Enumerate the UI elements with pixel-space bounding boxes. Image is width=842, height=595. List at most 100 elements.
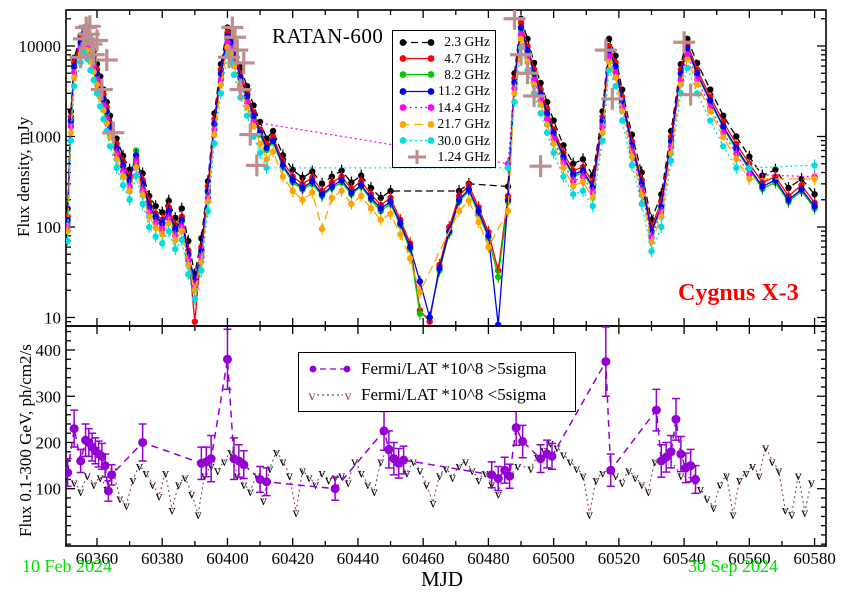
svg-text:v: v <box>749 460 756 475</box>
svg-text:60460: 60460 <box>402 549 445 568</box>
svg-text:v: v <box>756 469 763 484</box>
svg-text:v: v <box>309 389 316 404</box>
svg-text:v: v <box>482 467 489 482</box>
svg-text:60540: 60540 <box>663 549 706 568</box>
svg-text:v: v <box>769 455 776 470</box>
svg-text:v: v <box>195 508 202 523</box>
svg-text:v: v <box>182 471 189 486</box>
svg-text:v: v <box>560 448 567 463</box>
cross-marker-sample <box>408 149 426 164</box>
svg-text:v: v <box>142 467 149 482</box>
svg-text:v: v <box>788 508 795 523</box>
svg-text:v: v <box>716 478 723 493</box>
svg-text:v: v <box>116 492 123 507</box>
radio-series-group <box>66 15 818 326</box>
svg-text:60420: 60420 <box>271 549 314 568</box>
series-30.0GHz <box>66 44 818 306</box>
source-name-annotation: Cygnus X-3 <box>678 280 799 306</box>
svg-text:v: v <box>736 473 743 488</box>
svg-text:v: v <box>299 464 306 479</box>
svg-text:100: 100 <box>36 218 62 237</box>
svg-text:v: v <box>325 473 332 488</box>
svg-text:v: v <box>456 460 463 475</box>
svg-text:v: v <box>338 469 345 484</box>
svg-text:v: v <box>247 485 254 500</box>
legend-item-label: 1.24 GHz <box>437 148 491 164</box>
svg-text:60560: 60560 <box>728 549 771 568</box>
svg-text:1000: 1000 <box>27 128 61 147</box>
fermi-legend: Fermi/LAT *10^8 >5sigma v v Fermi/LAT *10^8… <box>298 352 576 412</box>
svg-text:100: 100 <box>36 480 62 499</box>
svg-text:v: v <box>625 464 632 479</box>
svg-text:v: v <box>175 478 182 493</box>
svg-text:v: v <box>449 471 456 486</box>
svg-text:v: v <box>345 389 352 404</box>
svg-text:v: v <box>410 455 417 470</box>
circle-marker-sample <box>309 365 351 373</box>
legend-item: 21.7 GHz <box>397 116 490 132</box>
svg-text:v: v <box>775 464 782 479</box>
svg-text:v: v <box>136 460 143 475</box>
series-1.24GHz-crosses <box>69 10 702 178</box>
svg-text:v: v <box>443 462 450 477</box>
svg-text:v: v <box>286 469 293 484</box>
svg-text:v: v <box>306 471 313 486</box>
legend-item: 30.0 GHz <box>397 132 490 148</box>
svg-text:10000: 10000 <box>19 37 62 56</box>
svg-text:v: v <box>495 487 502 502</box>
svg-text:v: v <box>593 473 600 488</box>
x-ticks <box>96 10 816 546</box>
svg-text:v: v <box>801 506 808 521</box>
legend-item-label: Fermi/LAT *10^8 >5sigma <box>361 359 547 378</box>
legend-item: 4.7 GHz <box>397 50 490 66</box>
svg-text:60500: 60500 <box>532 549 575 568</box>
svg-text:v: v <box>279 455 286 470</box>
svg-text:v: v <box>84 469 91 484</box>
start-date-label: 10 Feb 2024 <box>22 556 112 576</box>
x-axis-label: MJD <box>421 567 464 591</box>
svg-text:v: v <box>364 478 371 493</box>
plot-title: RATAN-600 <box>272 24 384 48</box>
x-tick-labels: 60360 60380 60400 60420 60440 60460 60480 60500… <box>76 549 836 568</box>
svg-text:60360: 60360 <box>76 549 119 568</box>
svg-text:v: v <box>260 494 267 509</box>
svg-text:v: v <box>703 492 710 507</box>
svg-text:v: v <box>319 467 326 482</box>
svg-text:v: v <box>540 443 547 458</box>
svg-text:60380: 60380 <box>141 549 184 568</box>
svg-text:v: v <box>227 446 234 461</box>
svg-text:v: v <box>782 503 789 518</box>
top-y-axis-label: Flux density, mJy <box>14 116 33 237</box>
svg-text:60440: 60440 <box>337 549 380 568</box>
svg-text:v: v <box>645 485 652 500</box>
svg-text:v: v <box>416 464 423 479</box>
circle-marker-sample <box>399 137 435 144</box>
svg-text:v: v <box>358 467 365 482</box>
svg-text:10: 10 <box>44 309 61 328</box>
svg-text:60580: 60580 <box>793 549 836 568</box>
radio-frequency-legend: 2.3 GHz 4.7 GHz 8.2 GHz 11.2 GHz 14.4 GHz 21.… <box>392 30 496 169</box>
svg-text:v: v <box>579 469 586 484</box>
svg-text:v: v <box>169 503 176 518</box>
svg-text:v: v <box>273 446 280 461</box>
svg-text:v: v <box>612 469 619 484</box>
svg-text:v: v <box>743 467 750 482</box>
svg-text:v: v <box>651 455 658 470</box>
legend-item-label: 4.7 GHz <box>444 50 490 66</box>
end-date-label: 30 Sep 2024 <box>688 556 778 576</box>
svg-text:v: v <box>527 462 534 477</box>
legend-item: 14.4 GHz <box>397 100 490 116</box>
svg-text:v: v <box>77 485 84 500</box>
svg-text:v: v <box>351 455 358 470</box>
svg-text:v: v <box>97 471 104 486</box>
svg-text:v: v <box>514 460 521 475</box>
svg-text:v: v <box>566 455 573 470</box>
svg-text:v: v <box>71 476 78 491</box>
legend-item: v v Fermi/LAT *10^8 <5sigma <box>307 382 567 408</box>
svg-text:v: v <box>808 476 815 491</box>
svg-text:v: v <box>221 455 228 470</box>
svg-text:v: v <box>162 467 169 482</box>
